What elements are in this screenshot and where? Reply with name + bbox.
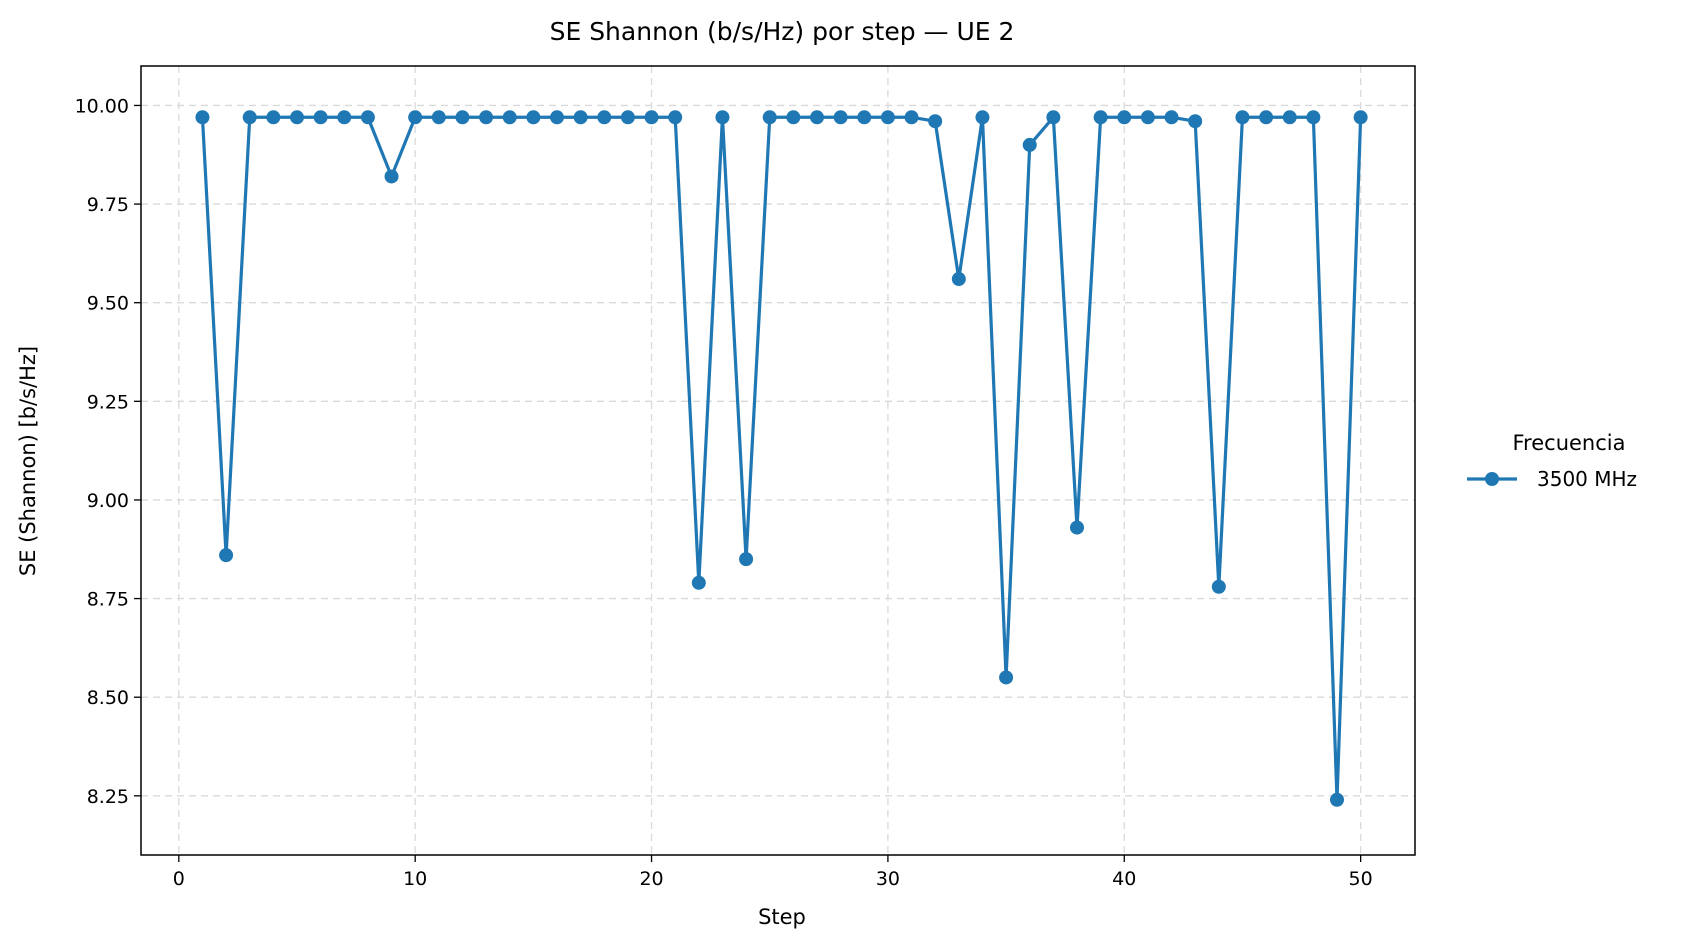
- data-point: [1306, 110, 1321, 125]
- data-point: [1164, 110, 1179, 125]
- data-point: [880, 110, 895, 125]
- data-point: [266, 110, 281, 125]
- data-point: [479, 110, 494, 125]
- data-point: [431, 110, 446, 125]
- data-point: [975, 110, 990, 125]
- legend-marker-sample: [1485, 472, 1499, 486]
- data-point: [928, 114, 943, 129]
- data-point: [1259, 110, 1274, 125]
- y-tick-label: 8.50: [87, 687, 129, 709]
- data-point: [1211, 579, 1226, 594]
- x-axis-title: Step: [758, 905, 806, 929]
- data-point: [219, 548, 234, 563]
- y-tick-label: 9.00: [87, 490, 129, 512]
- y-tick-label: 10.00: [75, 95, 129, 117]
- data-point: [597, 110, 612, 125]
- grid: [141, 66, 1415, 855]
- data-point: [1330, 792, 1344, 807]
- data-point: [762, 110, 777, 125]
- data-point: [1235, 110, 1250, 125]
- axis-ticks: 0 10 20 30 40 50 8.25 8.50 8.75 9.00 9.25 9.50 9.75 1…: [75, 95, 1373, 890]
- data-point: [195, 110, 210, 125]
- data-point: [833, 110, 848, 125]
- y-tick-label: 9.75: [87, 194, 129, 216]
- data-point: [384, 169, 399, 184]
- x-tick-label: 0: [173, 868, 185, 890]
- data-point: [1046, 110, 1061, 125]
- x-tick-label: 20: [639, 868, 663, 890]
- data-point: [502, 110, 517, 125]
- data-point: [739, 552, 754, 567]
- data-point: [455, 110, 470, 125]
- chart-title: SE Shannon (b/s/Hz) por step — UE 2: [550, 17, 1015, 46]
- y-tick-label: 9.50: [87, 293, 129, 315]
- data-point: [526, 110, 541, 125]
- y-tick-label: 9.25: [87, 391, 129, 413]
- data-point: [1353, 110, 1368, 125]
- data-point: [1093, 110, 1108, 125]
- data-point: [1022, 137, 1037, 152]
- x-tick-label: 10: [403, 868, 427, 890]
- data-point: [1070, 520, 1084, 535]
- data-point: [810, 110, 824, 125]
- data-point: [715, 110, 730, 125]
- data-point: [360, 110, 375, 125]
- y-tick-label: 8.25: [87, 786, 129, 808]
- data-point: [573, 110, 588, 125]
- data-point: [242, 110, 257, 125]
- data-point: [313, 110, 328, 125]
- plot-frame: [140, 65, 1416, 856]
- y-tick-label: 8.75: [87, 589, 129, 611]
- data-point: [691, 575, 706, 590]
- data-point: [951, 272, 966, 287]
- data-point: [337, 110, 352, 125]
- data-point: [1140, 110, 1155, 125]
- data-point: [1188, 114, 1203, 129]
- data-point: [1117, 110, 1132, 125]
- legend-title: Frecuencia: [1513, 431, 1626, 455]
- data-point: [904, 110, 919, 125]
- x-tick-label: 50: [1349, 868, 1373, 890]
- data-point: [857, 110, 872, 125]
- legend: Frecuencia 3500 MHz: [1467, 431, 1637, 491]
- x-tick-label: 40: [1112, 868, 1136, 890]
- data-point: [550, 110, 564, 125]
- series-layer: [195, 110, 1368, 807]
- data-point: [408, 110, 423, 125]
- data-point: [1282, 110, 1297, 125]
- y-axis-title: SE (Shannon) [b/s/Hz]: [16, 346, 40, 576]
- data-point: [999, 670, 1014, 685]
- data-point: [668, 110, 683, 125]
- legend-label: 3500 MHz: [1537, 467, 1637, 491]
- data-point: [290, 110, 304, 125]
- data-point: [644, 110, 659, 125]
- x-tick-label: 30: [876, 868, 900, 890]
- data-point: [620, 110, 635, 125]
- data-point: [786, 110, 801, 125]
